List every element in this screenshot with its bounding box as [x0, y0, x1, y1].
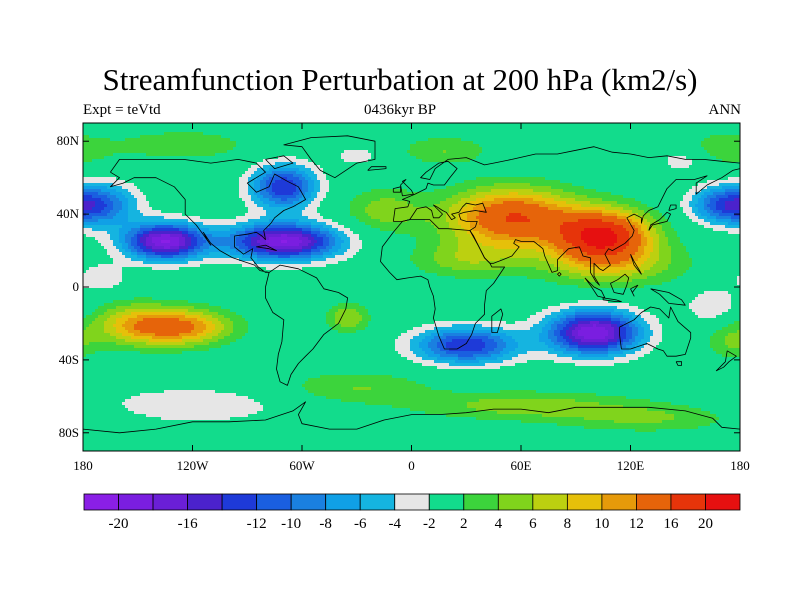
time-label: 0436kyr BP: [363, 102, 437, 118]
coastline: [715, 350, 737, 372]
colorbar-swatch: [497, 493, 534, 511]
streamfunction-field: [83, 123, 741, 452]
colorbar-swatch: [394, 493, 430, 511]
colorbar-label: 16: [663, 516, 679, 532]
colorbar-swatch: [118, 493, 154, 511]
coastline: [630, 254, 642, 275]
colorbar-swatch: [636, 493, 672, 511]
lon-tick-label: 0: [408, 458, 415, 473]
coastline: [668, 204, 677, 211]
colorbar-swatch: [670, 493, 706, 511]
coastline: [648, 211, 671, 231]
map-title: Streamfunction Perturbation at 200 hPa (…: [102, 62, 698, 97]
coastline: [557, 272, 562, 277]
coastline: [630, 284, 639, 297]
colorbar-swatch: [221, 493, 258, 511]
coastline: [255, 244, 277, 252]
lat-tick-label: 40N: [57, 206, 80, 221]
coastline: [82, 401, 741, 434]
coastline: [380, 219, 506, 350]
colorbar-label: -10: [281, 516, 301, 532]
colorbar-label: 10: [594, 516, 609, 532]
coastline: [110, 158, 307, 273]
colorbar-swatch: [566, 493, 603, 511]
colorbar-label: -8: [319, 516, 332, 532]
lat-tick-label: 80S: [59, 425, 79, 440]
coastline: [392, 146, 741, 222]
lon-tick-label: 60W: [289, 458, 315, 473]
coastline: [283, 135, 376, 179]
lat-tick-label: 40S: [59, 352, 79, 367]
colorbar-label: 2: [460, 516, 468, 532]
colorbar-label: 4: [495, 516, 503, 532]
colorbar-swatch: [290, 493, 327, 511]
coastline: [491, 308, 504, 334]
coastline: [265, 264, 349, 386]
colorbar-swatch: [359, 493, 396, 511]
coastlines: [82, 135, 741, 434]
lon-tick-label: 180: [73, 458, 93, 473]
lon-tick-label: 120E: [617, 458, 645, 473]
colorbar-swatch: [256, 493, 292, 511]
coastline: [619, 306, 692, 357]
colorbar-label: -20: [109, 516, 129, 532]
colorbar-swatch: [325, 493, 361, 511]
colorbar: -20 -16 -12 -10 -8 -6 -4 -2 2 4 6 8 10 12 16 20: [83, 493, 741, 532]
coastline: [367, 166, 387, 171]
coastline: [400, 179, 414, 197]
coastline: [610, 273, 630, 295]
lon-tick-label: 60E: [511, 458, 532, 473]
colorbar-swatch: [83, 493, 119, 511]
season-label: ANN: [708, 102, 742, 118]
coastline: [393, 168, 741, 286]
map-axes: 80N 40N 0 40S 80S 180 120W 60W 0 60E 120E 180: [57, 123, 750, 473]
colorbar-label: -4: [388, 516, 401, 532]
colorbar-swatch: [463, 493, 499, 511]
colorbar-label: 20: [698, 516, 713, 532]
colorbar-label: 8: [564, 516, 572, 532]
colorbar-label: -6: [354, 516, 367, 532]
coastline: [265, 155, 294, 170]
lon-tick-label: 180: [730, 458, 750, 473]
colorbar-swatch: [601, 493, 637, 511]
colorbar-label: -12: [247, 516, 267, 532]
lon-tick-label: 120W: [177, 458, 210, 473]
colorbar-swatch: [152, 493, 188, 511]
colorbar-swatch: [532, 493, 568, 511]
colorbar-label: -16: [178, 516, 198, 532]
coastline: [675, 361, 682, 366]
experiment-label: Expt = teVtd: [83, 102, 161, 118]
coastline: [602, 297, 622, 303]
colorbar-label: 6: [529, 516, 537, 532]
colorbar-label: 12: [629, 516, 644, 532]
coastline: [392, 186, 402, 193]
colorbar-swatch: [187, 493, 223, 511]
colorbar-label: -2: [423, 516, 436, 532]
lat-tick-label: 0: [73, 279, 80, 294]
colorbar-swatch: [428, 493, 465, 511]
colorbar-swatch: [705, 493, 741, 511]
lat-tick-label: 80N: [57, 133, 80, 148]
coastline: [650, 288, 686, 306]
